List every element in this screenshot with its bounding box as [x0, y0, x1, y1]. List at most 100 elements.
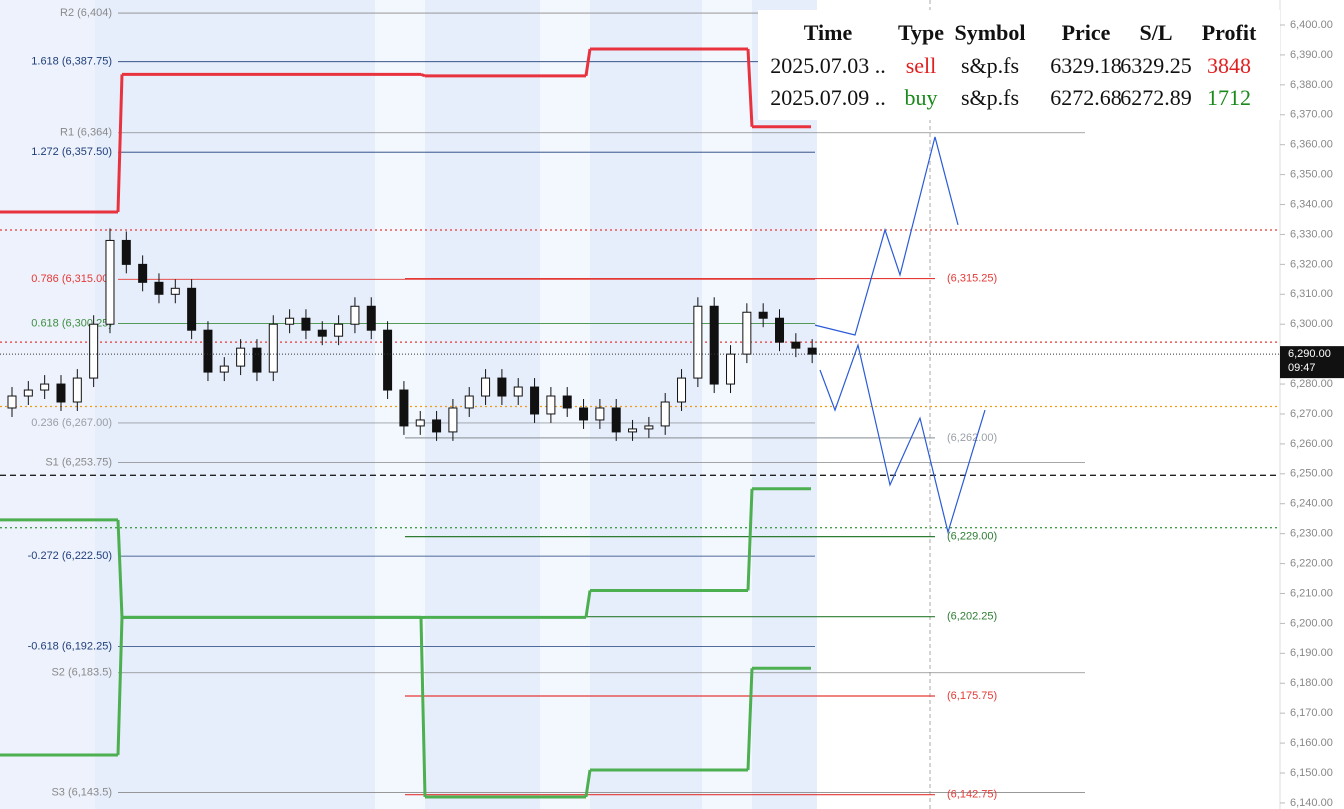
candle-body	[56, 383, 66, 403]
candle-body	[677, 377, 687, 403]
candle-body	[399, 389, 409, 427]
candle-body	[105, 239, 115, 325]
step-connector	[420, 72, 426, 78]
candle-body	[644, 425, 654, 430]
candle-body	[530, 386, 540, 415]
step-connector	[419, 617, 427, 797]
candle-body	[742, 311, 752, 355]
y-tick-label: 6,220.00	[1290, 557, 1333, 569]
candle-body	[709, 305, 719, 385]
y-tick-label: 6,330.00	[1290, 228, 1333, 240]
session-bg	[95, 0, 375, 809]
candle-body	[236, 347, 246, 367]
candle-body	[317, 329, 327, 337]
candle-body	[252, 347, 262, 373]
y-tick-label: 6,270.00	[1290, 408, 1333, 420]
y-tick-label: 6,150.00	[1290, 767, 1333, 779]
candle-body	[791, 341, 801, 349]
table-cell: 6329.25	[1120, 53, 1192, 78]
y-tick-label: 6,190.00	[1290, 647, 1333, 659]
session-bg	[590, 0, 702, 809]
step-connector	[116, 519, 124, 618]
candle-body	[350, 305, 360, 325]
candle-body	[203, 329, 213, 373]
y-tick-label: 6,180.00	[1290, 677, 1333, 689]
level-label: 0.786 (6,315.00)	[31, 273, 112, 285]
y-tick-label: 6,400.00	[1290, 19, 1333, 31]
level-label: S1 (6,253.75)	[45, 456, 112, 468]
price-axis-bg	[1280, 0, 1344, 809]
candle-body	[7, 395, 17, 409]
last-price-label: 6,290.00	[1288, 348, 1331, 360]
step-connector	[116, 617, 124, 756]
table-header: Symbol	[955, 20, 1026, 45]
last-price-time: 09:47	[1288, 362, 1316, 374]
candle-body	[415, 419, 425, 427]
y-tick-label: 6,250.00	[1290, 468, 1333, 480]
level-label: (6,142.75)	[947, 789, 997, 801]
table-bg	[758, 10, 1280, 120]
y-tick-label: 6,340.00	[1290, 198, 1333, 210]
candle-body	[595, 407, 605, 421]
candle-body	[187, 287, 197, 331]
level-label: 0.236 (6,267.00)	[31, 417, 112, 429]
level-label: 0.618 (6,300.25)	[31, 317, 112, 329]
candle-body	[301, 317, 311, 331]
step-connector	[584, 48, 592, 77]
table-cell: 2025.07.09 ..	[770, 85, 886, 110]
candle-body	[497, 377, 507, 397]
y-tick-label: 6,320.00	[1290, 258, 1333, 270]
table-cell: s&p.fs	[961, 53, 1019, 78]
y-tick-label: 6,200.00	[1290, 617, 1333, 629]
table-cell: 3848	[1207, 53, 1251, 78]
session-bg	[702, 0, 752, 809]
table-header: Profit	[1202, 20, 1257, 45]
y-tick-label: 6,350.00	[1290, 169, 1333, 181]
plot: 6,400.00 6,390.00 6,380.00 6,370.00 6,360.00…	[0, 7, 1344, 809]
candle-body	[40, 383, 50, 391]
level-label: (6,262.00)	[947, 432, 997, 444]
last-price-tag	[1280, 346, 1344, 379]
table-cell: buy	[905, 85, 938, 110]
candle-body	[546, 395, 556, 415]
candle-body	[611, 407, 621, 433]
projection-path	[814, 136, 959, 336]
y-tick-label: 6,370.00	[1290, 109, 1333, 121]
table-cell: 6272.89	[1120, 85, 1192, 110]
table-cell: 1712	[1207, 85, 1251, 110]
y-tick-label: 6,380.00	[1290, 79, 1333, 91]
candle-body	[138, 263, 148, 283]
y-tick-label: 6,260.00	[1290, 438, 1333, 450]
level-label: S3 (6,143.5)	[51, 786, 112, 798]
table-header: Time	[804, 20, 853, 45]
candle-body	[660, 401, 670, 427]
candle-body	[775, 317, 785, 343]
candle-body	[383, 329, 393, 391]
y-tick-label: 6,300.00	[1290, 318, 1333, 330]
level-label: (6,175.75)	[947, 690, 997, 702]
session-bg	[425, 0, 540, 809]
table-header: Type	[898, 20, 944, 45]
candle-body	[807, 347, 817, 355]
y-tick-label: 6,360.00	[1290, 139, 1333, 151]
candle-body	[464, 395, 474, 409]
candle-body	[562, 395, 572, 409]
candle-body	[121, 239, 131, 265]
y-tick-label: 6,230.00	[1290, 528, 1333, 540]
level-label: (6,202.25)	[947, 611, 997, 623]
y-tick-label: 6,280.00	[1290, 378, 1333, 390]
y-tick-label: 6,210.00	[1290, 587, 1333, 599]
candle-body	[72, 377, 82, 403]
table-header: S/L	[1139, 20, 1172, 45]
step-connector	[746, 668, 754, 771]
candle-body	[726, 353, 736, 385]
candle-body	[219, 365, 229, 373]
level-label: R1 (6,364)	[60, 127, 112, 139]
candle-body	[334, 323, 344, 337]
candle-body	[758, 311, 768, 319]
candle-body	[432, 419, 442, 433]
y-tick-label: 6,170.00	[1290, 707, 1333, 719]
level-label: (6,315.25)	[947, 272, 997, 284]
level-label: -0.618 (6,192.25)	[28, 641, 112, 653]
y-tick-label: 6,240.00	[1290, 498, 1333, 510]
